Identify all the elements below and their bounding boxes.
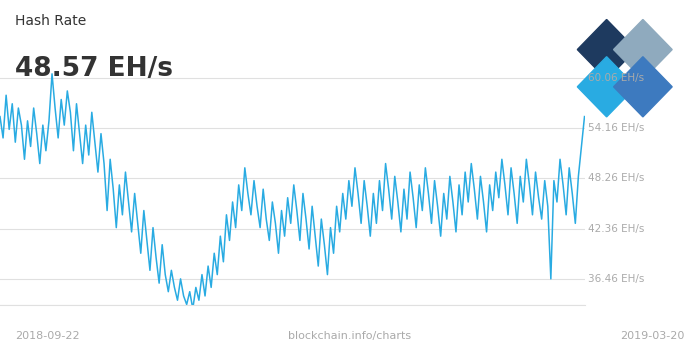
Polygon shape — [614, 20, 672, 80]
Text: 42.36 EH/s: 42.36 EH/s — [588, 224, 645, 234]
Polygon shape — [614, 57, 672, 117]
Text: 36.46 EH/s: 36.46 EH/s — [588, 274, 645, 284]
Text: 2018-09-22: 2018-09-22 — [15, 331, 80, 341]
Text: 48.57 EH/s: 48.57 EH/s — [15, 56, 174, 82]
Text: blockchain.info/charts: blockchain.info/charts — [288, 331, 412, 341]
Text: 48.26 EH/s: 48.26 EH/s — [588, 173, 645, 183]
Text: 2019-03-20: 2019-03-20 — [620, 331, 685, 341]
Polygon shape — [578, 20, 636, 80]
Text: Hash Rate: Hash Rate — [15, 14, 87, 28]
Polygon shape — [578, 57, 636, 117]
Text: 60.06 EH/s: 60.06 EH/s — [588, 72, 644, 83]
Text: 54.16 EH/s: 54.16 EH/s — [588, 123, 645, 133]
